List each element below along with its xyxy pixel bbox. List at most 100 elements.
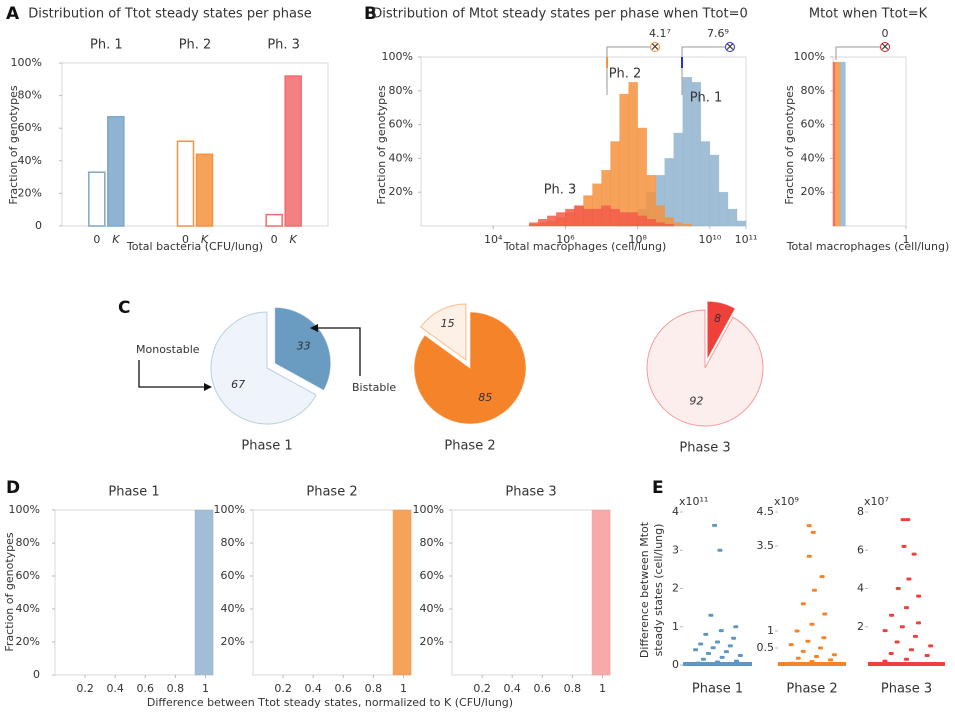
- slice-name: Bistable: [352, 381, 396, 394]
- strip-point: [708, 613, 714, 617]
- strip-point: [821, 636, 827, 640]
- y-tick-label: 60%: [16, 569, 40, 582]
- panel-title: Phase 1: [692, 682, 743, 697]
- histogram-bar: [591, 509, 611, 676]
- x-tick-label: 10⁶: [556, 233, 575, 246]
- strip-point: [831, 653, 837, 657]
- x-tick-label: 1: [400, 682, 407, 695]
- y-tick-label: 40%: [420, 602, 444, 615]
- bar: [265, 213, 283, 227]
- histogram-bar: [655, 222, 665, 227]
- y-tick-label: 100%: [794, 50, 825, 63]
- y-tick-label: 60%: [801, 118, 825, 131]
- y-tick-label: 20%: [221, 635, 245, 648]
- plot-frame: [451, 509, 611, 676]
- bar: [107, 116, 125, 227]
- strip-point: [916, 621, 922, 625]
- histogram-bar: [840, 61, 846, 227]
- group-label: Ph. 3: [267, 38, 300, 53]
- histogram-bar: [628, 82, 638, 227]
- strip-point: [889, 613, 895, 617]
- strip-point: [712, 523, 718, 527]
- y-axis-label: Difference between Mtot: [638, 521, 651, 658]
- histogram-bar: [646, 218, 656, 227]
- histogram-bar: [538, 218, 548, 227]
- histogram-bar: [601, 205, 611, 227]
- y-tick-label: 80%: [16, 536, 40, 549]
- x-axis-label: Total macrophages (cell/lung): [786, 240, 950, 253]
- strip-point: [809, 660, 815, 664]
- annotation: 7.6⁹: [707, 27, 729, 40]
- panel-title: Phase 2: [786, 682, 837, 697]
- y-axis-label: Fraction of genotypes: [7, 85, 20, 205]
- x-tick-label: 10¹¹: [735, 233, 758, 246]
- y-tick-label: 100%: [214, 503, 245, 516]
- histogram-bar: [664, 158, 675, 227]
- strip-point: [901, 544, 907, 548]
- x-tick-label: 0.8: [167, 682, 185, 695]
- y-tick-label: 20%: [801, 185, 825, 198]
- plot-frame: [54, 509, 214, 676]
- histogram-bar: [718, 191, 729, 227]
- y-tick-label: 0: [35, 219, 42, 232]
- x-tick-label: 0: [93, 233, 100, 246]
- strip-point: [806, 524, 812, 528]
- y-tick-label: 60%: [389, 118, 413, 131]
- x-tick-label: 0.6: [137, 682, 155, 695]
- strip-point: [928, 644, 934, 648]
- y-tick-label: 20%: [389, 185, 413, 198]
- panel-letter: C: [118, 298, 130, 318]
- strip-point: [715, 660, 720, 664]
- histogram-bar: [619, 93, 629, 227]
- histogram-bar: [709, 154, 720, 227]
- annotation: 0: [882, 27, 889, 40]
- chart-title: Distribution of Ttot steady states per p…: [28, 7, 312, 22]
- series-label: Ph. 3: [544, 183, 577, 198]
- baseline-band: [778, 662, 846, 666]
- strip-point: [806, 554, 812, 558]
- strip-point: [790, 661, 796, 665]
- strip-point: [788, 643, 794, 647]
- histogram-bar: [673, 222, 684, 227]
- panel-letter: E: [652, 478, 664, 498]
- y-tick-label: 80%: [420, 536, 444, 549]
- strip-point: [894, 640, 900, 644]
- strip-point: [906, 577, 912, 581]
- x-tick-label: 0.2: [473, 682, 491, 695]
- strip-point: [733, 625, 739, 629]
- y-axis-label: steady states (cell/lung): [652, 524, 665, 657]
- panel-letter: D: [6, 478, 20, 498]
- series-label: Ph. 1: [690, 91, 723, 106]
- chart-title: Phase 1: [108, 485, 159, 500]
- x-tick-label: 10⁸: [628, 233, 647, 246]
- bar: [88, 171, 106, 227]
- strip-point: [719, 655, 725, 659]
- strip-point: [900, 518, 906, 522]
- mean-marker-x: ✕: [725, 41, 734, 54]
- strip-point: [904, 606, 909, 610]
- y-tick-label: 60%: [18, 121, 42, 134]
- strip-point: [888, 652, 894, 656]
- y-tick-label: 40%: [16, 602, 40, 615]
- y-tick-label: 100%: [382, 50, 413, 63]
- strip-point: [819, 575, 825, 579]
- y-axis-label: Fraction of genotypes: [375, 85, 388, 205]
- x-axis-label: Total bacteria (CFU/lung): [126, 240, 263, 253]
- strip-point: [795, 656, 801, 660]
- strip-point: [814, 655, 820, 658]
- x-tick-label: 0.6: [534, 682, 552, 695]
- strip-point: [734, 659, 740, 663]
- slice-name: Monostable: [136, 343, 200, 356]
- strip-point: [705, 652, 711, 656]
- x-tick-label: 1: [202, 682, 209, 695]
- x-tick-label: 0.8: [564, 682, 582, 695]
- strip-point: [700, 657, 706, 661]
- mean-marker: [880, 42, 890, 52]
- histogram-bar: [834, 61, 841, 227]
- histogram-bar: [583, 208, 593, 227]
- histogram-bar: [565, 208, 575, 227]
- chart-title: Distribution of Mtot steady states per p…: [372, 7, 747, 22]
- x-tick-label: K: [112, 233, 120, 246]
- strip-point: [703, 632, 709, 636]
